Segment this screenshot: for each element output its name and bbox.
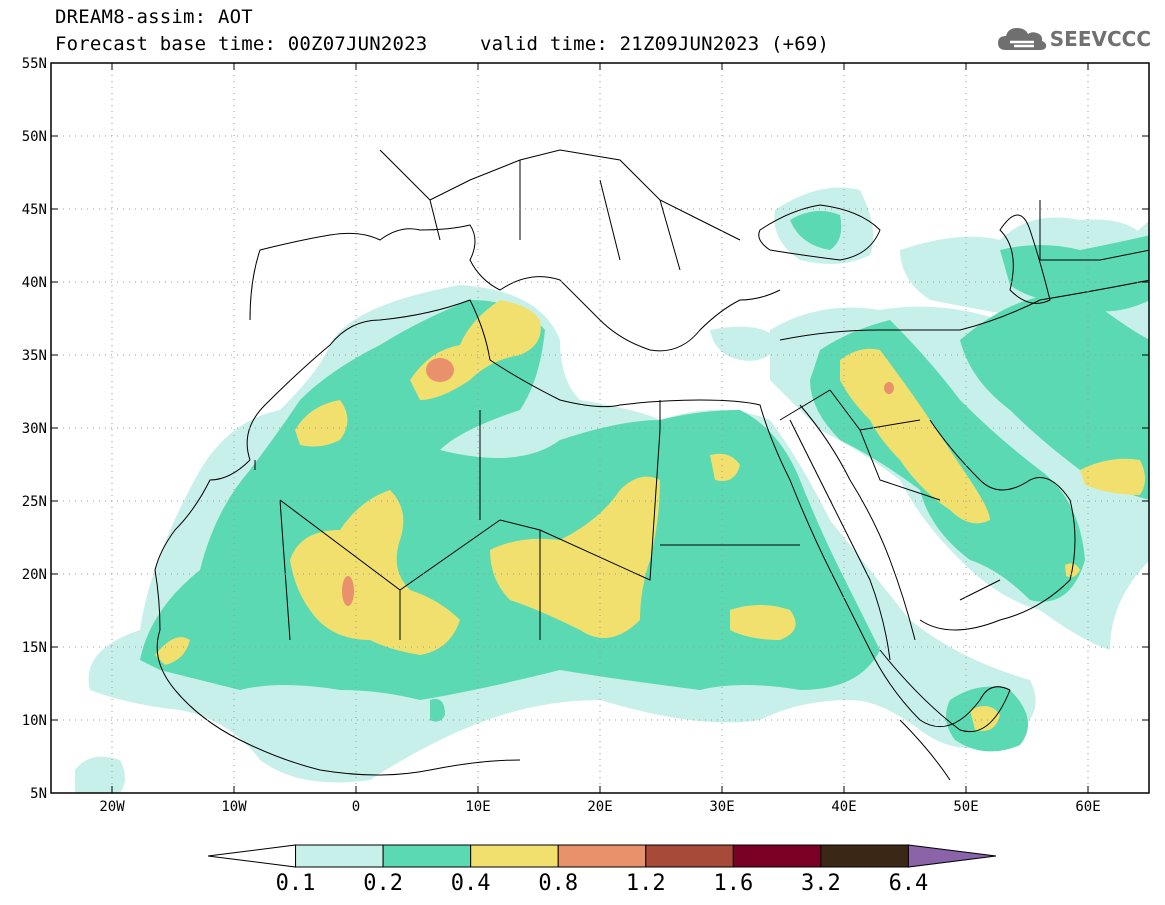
colorbar-label: 1.2 — [626, 871, 666, 896]
aot-region-mali-high — [290, 490, 460, 655]
lat-tick-label: 35N — [22, 348, 47, 364]
aot-region-niger-high — [490, 476, 660, 638]
aot-region-blacksea-mid — [790, 211, 842, 250]
colorbar: 0.1 0.2 0.4 0.8 1.2 1.6 3.2 6.4 — [207, 844, 997, 896]
coastline-caspian — [999, 214, 1051, 304]
colorbar-label: 1.6 — [713, 871, 753, 896]
colorbar-label: 3.2 — [801, 871, 841, 896]
colorbar-label: 6.4 — [889, 871, 929, 896]
lon-tick-label: 10E — [465, 799, 490, 815]
aot-region-iran-mid — [960, 295, 1149, 500]
lat-tick-label: 20N — [22, 567, 47, 583]
colorbar-bin — [382, 844, 472, 868]
borders-mideast — [779, 200, 1149, 601]
lat-tick-label: 45N — [22, 202, 47, 218]
aot-region-gulf-small-mid — [430, 699, 445, 722]
colorbar-bin — [732, 844, 822, 868]
coastline-west-africa — [154, 459, 521, 776]
lon-tick-label: 20W — [99, 799, 125, 815]
lat-tick-label: 5N — [30, 786, 47, 802]
coastline-horn — [879, 649, 1011, 781]
lon-tick-label: 50E — [953, 799, 978, 815]
colorbar-bin — [557, 844, 647, 868]
aot-region-algeria-high — [295, 400, 348, 447]
colorbar-bin — [820, 844, 909, 868]
aot-peak-iraq — [884, 382, 894, 394]
aot-region-somalia-high — [970, 706, 1000, 731]
aot-region-iran-high — [1080, 458, 1145, 495]
lat-tick-label: 55N — [22, 56, 47, 72]
aot-region-sudan-high — [730, 605, 796, 640]
map-title: DREAM8-assim: AOT — [55, 6, 253, 28]
aot-peak-mali — [342, 576, 354, 606]
axis-ticks: 20W 10W 0 10E 20E 30E 40E 50E 60E 5N 10N 15N 20N 25N 3… — [22, 56, 1149, 815]
cloud-logo-icon — [997, 28, 1046, 50]
lon-tick-label: 10W — [221, 799, 247, 815]
colorbar-label: 0.4 — [451, 871, 491, 896]
forecast-base-time: Forecast base time: 00Z07JUN2023 — [55, 33, 428, 55]
colorbar-bin — [295, 844, 384, 868]
borders-europe — [379, 149, 741, 271]
colorbar-label: 0.8 — [538, 871, 578, 896]
lat-tick-label: 25N — [22, 494, 47, 510]
aot-region-med-low — [710, 326, 780, 361]
colorbar-bin — [907, 844, 997, 868]
lon-tick-label: 20E — [587, 799, 612, 815]
lon-tick-label: 30E — [709, 799, 734, 815]
aot-shading — [51, 63, 1149, 793]
colorbar-label: 0.1 — [276, 871, 316, 896]
colorbar-bin — [207, 844, 297, 868]
lat-tick-label: 40N — [22, 275, 47, 291]
lon-tick-label: 40E — [831, 799, 856, 815]
seevccc-logo: SEEVCCC — [996, 24, 1151, 54]
colorbar-bin — [645, 844, 734, 868]
lat-tick-label: 30N — [22, 421, 47, 437]
coastlines — [154, 149, 1149, 781]
coastline-europe — [249, 224, 781, 352]
lon-tick-label: 0 — [352, 799, 360, 815]
coastline-black-sea — [758, 204, 881, 261]
logo-text: SEEVCCC — [1049, 27, 1151, 51]
lon-tick-label: 60E — [1075, 799, 1100, 815]
coastline-arabia — [779, 279, 1149, 341]
lat-tick-label: 50N — [22, 129, 47, 145]
lat-tick-label: 10N — [22, 713, 47, 729]
colorbar-label: 0.2 — [363, 871, 403, 896]
coastline-red-sea — [789, 404, 916, 661]
aot-region-gambia-high — [155, 637, 190, 665]
borders-sahara — [254, 400, 800, 641]
valid-time: valid time: 21Z09JUN2023 (+69) — [480, 33, 830, 55]
aot-peak-algeria — [426, 358, 454, 382]
coastline-africa — [246, 299, 1011, 728]
coastline-gulf — [919, 419, 1076, 631]
aot-region-libya-high — [710, 453, 740, 481]
lat-tick-label: 15N — [22, 640, 47, 656]
colorbar-bin — [470, 844, 559, 868]
aot-region-iraq-high — [840, 348, 990, 524]
